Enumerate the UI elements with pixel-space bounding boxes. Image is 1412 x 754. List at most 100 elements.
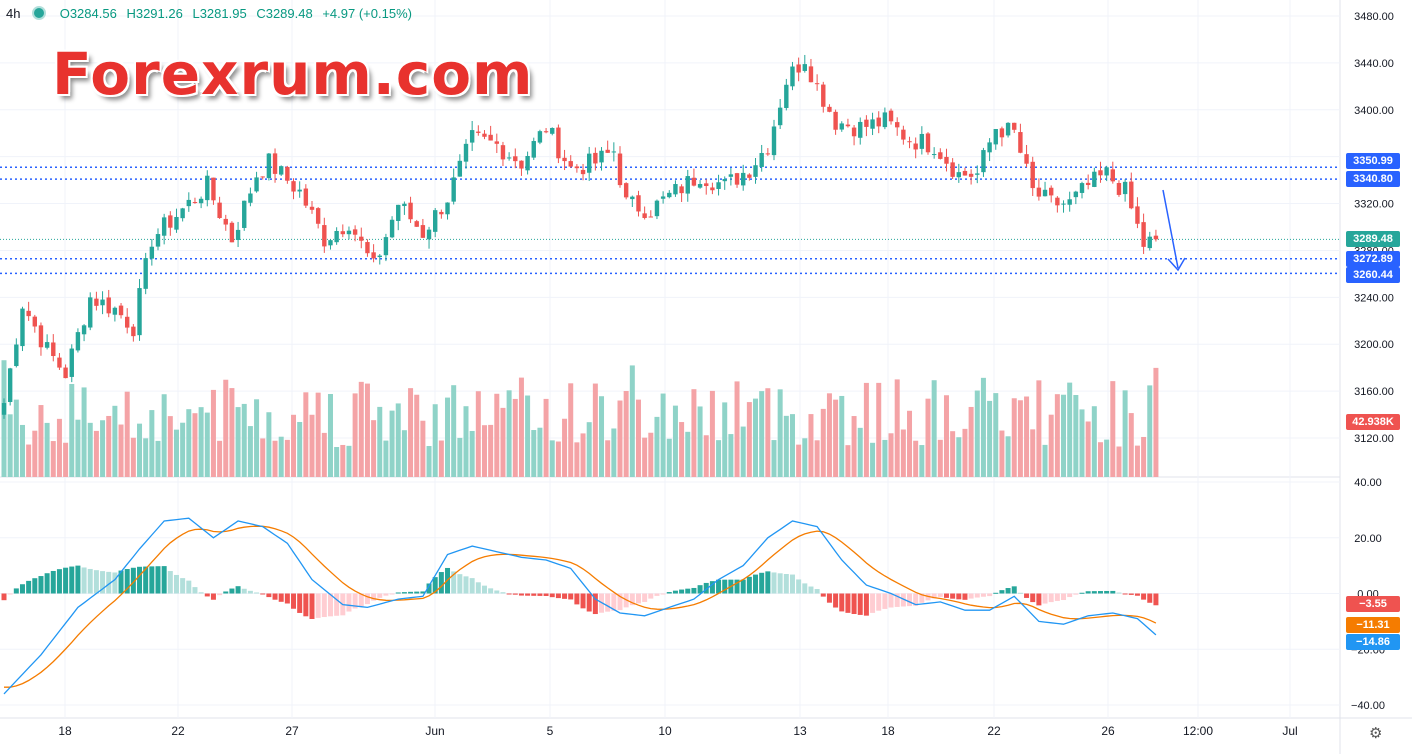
candle-body: [722, 178, 727, 182]
timeframe-label[interactable]: 4h: [6, 6, 21, 21]
candle-body: [931, 154, 937, 156]
volume-bar: [863, 382, 869, 477]
volume-bar: [907, 410, 913, 477]
volume-bar: [876, 382, 882, 477]
volume-bar: [481, 425, 487, 477]
volume-bar: [260, 438, 266, 477]
macd-histogram-bar: [543, 593, 549, 596]
volume-bar: [247, 426, 253, 477]
macd-histogram-bar: [161, 566, 167, 594]
candle-body: [882, 112, 888, 128]
candle-body: [968, 173, 974, 177]
candle-body: [821, 84, 826, 107]
macd-line: [3, 517, 1157, 695]
macd-histogram-bar: [118, 570, 124, 594]
macd-histogram-bar: [568, 593, 574, 600]
candle-body: [777, 107, 783, 126]
settings-gear-icon[interactable]: ⚙: [1369, 725, 1383, 742]
candle-body: [999, 128, 1005, 138]
candle-body: [593, 152, 598, 164]
macd-histogram-bar: [1104, 590, 1110, 594]
volume-bar: [500, 407, 506, 477]
candle-body: [784, 84, 789, 109]
candles: [1, 54, 1159, 419]
macd-histogram-bar: [549, 593, 555, 598]
macd-histogram-bar: [592, 593, 598, 615]
macd-histogram-bar: [679, 589, 685, 594]
volume-bar: [1005, 436, 1011, 477]
candle-body: [346, 230, 352, 235]
candle-body: [285, 166, 290, 181]
volume-bar: [562, 418, 568, 477]
candle-body: [352, 229, 358, 235]
volume-bar: [1085, 421, 1091, 477]
watermark-logo: Forexrum.com: [52, 40, 534, 108]
volume-bar: [518, 377, 524, 477]
candle-body: [888, 110, 894, 122]
macd-histogram-bar: [586, 593, 592, 612]
candle-body: [734, 173, 740, 185]
macd-histogram-bar: [149, 566, 155, 594]
candle-body: [568, 161, 573, 167]
macd-histogram-bar: [1141, 593, 1147, 600]
volume-bar: [826, 393, 832, 477]
macd-histogram-bar: [642, 593, 648, 602]
candle-body: [408, 202, 413, 220]
volume-bar: [235, 407, 241, 477]
macd-histogram-bar: [75, 565, 81, 594]
candle-body: [1055, 197, 1060, 206]
macd-histogram-bar: [395, 592, 401, 594]
volume-bar: [512, 398, 518, 477]
macd-histogram-bar: [56, 569, 62, 594]
macd-histogram-bar: [660, 593, 666, 595]
candle-body: [1092, 171, 1097, 187]
macd-histogram-bar: [1085, 591, 1091, 594]
volume-bar: [1048, 414, 1054, 477]
candle-body: [174, 216, 179, 230]
macd-histogram-bar: [7, 593, 13, 595]
volume-bar: [962, 428, 968, 477]
macd-histogram-bar: [771, 572, 777, 594]
macd-histogram-bar: [130, 567, 136, 594]
level-label-2: 3340.80: [1346, 171, 1400, 187]
macd-histogram-bar: [1073, 593, 1079, 595]
candle-body: [580, 169, 586, 175]
macd-histogram-bar: [438, 572, 444, 594]
macd-histogram-bar: [672, 590, 678, 594]
candle-body: [494, 141, 499, 144]
volume-bar: [900, 429, 906, 477]
volume-bar: [241, 403, 247, 477]
candle-body: [839, 123, 844, 130]
volume-bar: [137, 423, 143, 477]
macd-histogram-bar: [19, 584, 25, 594]
candle-body: [747, 174, 752, 178]
candle-body: [69, 348, 74, 377]
macd-tick-label: 20.00: [1354, 533, 1382, 545]
high-value: H3291.26: [126, 6, 183, 21]
candle-body: [63, 367, 68, 379]
volume-bar: [494, 393, 500, 477]
time-tick-label: 5: [547, 724, 554, 738]
volume-bar: [321, 432, 327, 477]
candle-body: [938, 152, 943, 159]
candle-body: [414, 221, 419, 227]
current-price-label: 3289.48: [1346, 231, 1400, 247]
volume-bar: [124, 391, 130, 477]
volume-bar: [155, 440, 161, 477]
volume-bar: [87, 422, 93, 477]
volume-bar: [937, 439, 943, 477]
macd-histogram-bar: [518, 593, 524, 596]
candle-body: [814, 83, 820, 85]
macd-histogram-bar: [709, 581, 715, 594]
candle-body: [383, 237, 389, 256]
macd-histogram-bar: [297, 593, 303, 613]
volume-bar: [1128, 413, 1134, 477]
volume-bar: [408, 388, 414, 477]
macd-tick-label: 40.00: [1354, 477, 1382, 489]
volume-bar: [81, 387, 87, 477]
candle-body: [26, 310, 31, 317]
volume-bar: [660, 393, 666, 477]
candle-body: [864, 119, 869, 127]
volume-bar: [820, 408, 826, 477]
candle-body: [654, 200, 660, 217]
